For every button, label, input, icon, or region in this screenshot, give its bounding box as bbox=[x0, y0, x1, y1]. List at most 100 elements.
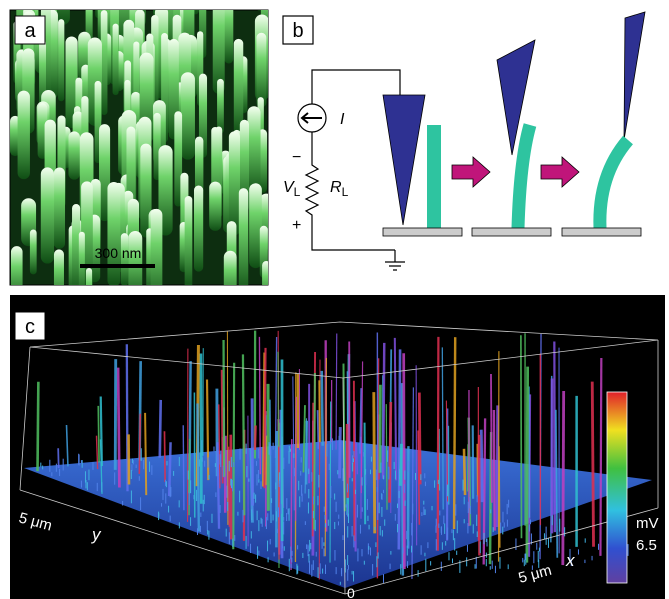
spike bbox=[462, 448, 467, 496]
spike bbox=[144, 412, 148, 496]
spike bbox=[250, 398, 255, 506]
symbol: V bbox=[283, 179, 295, 196]
wire bbox=[311, 69, 401, 104]
spike bbox=[232, 362, 236, 550]
nanowire bbox=[224, 10, 234, 64]
nanowire bbox=[100, 10, 108, 116]
nanowire bbox=[150, 208, 163, 285]
nanowire bbox=[217, 78, 224, 134]
nanowire-image bbox=[10, 10, 268, 285]
tip bbox=[496, 39, 536, 156]
nanowire bbox=[249, 183, 262, 269]
spike bbox=[182, 425, 185, 511]
subscript: L bbox=[342, 185, 349, 199]
spike bbox=[269, 399, 272, 523]
nanowire bbox=[56, 10, 64, 11]
plus-sign: + bbox=[292, 217, 301, 234]
colorbar-value: 6.5 bbox=[636, 537, 657, 554]
nanowire bbox=[262, 261, 268, 285]
spike bbox=[304, 420, 309, 485]
spike bbox=[342, 363, 346, 512]
spike bbox=[218, 404, 221, 489]
colorbar-unit: mV bbox=[636, 515, 659, 532]
nanowire bbox=[78, 231, 85, 285]
spike bbox=[222, 339, 226, 477]
symbol: R bbox=[330, 179, 342, 196]
nanowire bbox=[209, 181, 222, 231]
nanowire bbox=[194, 185, 204, 272]
spike bbox=[492, 409, 496, 531]
arrow bbox=[540, 156, 580, 188]
current-arrow bbox=[300, 112, 322, 124]
spike bbox=[241, 354, 246, 516]
nanowire bbox=[511, 123, 537, 229]
ground bbox=[385, 250, 405, 271]
spike bbox=[490, 374, 493, 503]
box-edge bbox=[19, 340, 659, 595]
spike bbox=[363, 422, 367, 525]
nanowire bbox=[223, 250, 237, 285]
minus-sign: − bbox=[292, 149, 301, 166]
spike bbox=[398, 443, 403, 486]
nanowire bbox=[39, 39, 46, 109]
nanowire bbox=[65, 36, 78, 129]
nanowire bbox=[212, 10, 225, 94]
tip bbox=[382, 94, 426, 226]
origin-label: 0 bbox=[347, 585, 355, 599]
label-box bbox=[14, 15, 46, 45]
nanowire bbox=[247, 106, 261, 196]
nanowire bbox=[233, 38, 244, 135]
nanowire bbox=[72, 204, 81, 285]
panel-b bbox=[282, 15, 405, 271]
spike bbox=[294, 396, 298, 521]
spike bbox=[393, 337, 398, 481]
spike bbox=[411, 387, 415, 579]
substrate bbox=[471, 227, 552, 237]
nanowire bbox=[593, 135, 634, 229]
nanowire bbox=[99, 124, 111, 222]
spike bbox=[263, 347, 267, 489]
nanowire bbox=[257, 10, 262, 11]
spike bbox=[520, 335, 523, 539]
scale-bar-label: 300 nm bbox=[95, 245, 142, 261]
substrate bbox=[561, 227, 642, 237]
spike bbox=[599, 358, 603, 556]
nanowire bbox=[194, 136, 204, 202]
nanowire bbox=[184, 10, 190, 11]
spike bbox=[258, 336, 262, 475]
nanowire bbox=[58, 19, 65, 102]
spike bbox=[125, 344, 129, 492]
spike bbox=[400, 383, 405, 576]
spike bbox=[554, 409, 559, 558]
resistor bbox=[304, 132, 395, 251]
nanowire bbox=[174, 111, 183, 207]
x-axis-label: x bbox=[565, 551, 575, 570]
nanowire bbox=[184, 195, 193, 285]
spike bbox=[388, 401, 393, 503]
spike bbox=[292, 376, 295, 511]
nanowire bbox=[53, 167, 66, 249]
spike bbox=[167, 442, 172, 497]
spike bbox=[553, 341, 556, 533]
nanowire bbox=[17, 90, 30, 180]
spike bbox=[320, 370, 324, 446]
spike bbox=[359, 388, 363, 454]
spike bbox=[57, 448, 60, 468]
spike bbox=[436, 336, 440, 551]
resistor-label: RL bbox=[330, 179, 349, 199]
spike bbox=[302, 405, 306, 473]
panel-label: a bbox=[24, 20, 36, 42]
nanowire bbox=[112, 23, 119, 96]
tip bbox=[623, 11, 646, 141]
spike bbox=[372, 392, 377, 534]
spike bbox=[381, 342, 386, 479]
spike bbox=[95, 435, 99, 470]
spike bbox=[253, 425, 257, 450]
spike bbox=[561, 390, 566, 566]
nanowire bbox=[238, 188, 249, 285]
nanowire bbox=[256, 32, 267, 108]
nanowire bbox=[228, 131, 241, 236]
bounding-box bbox=[19, 321, 659, 595]
nanowire bbox=[29, 229, 37, 275]
